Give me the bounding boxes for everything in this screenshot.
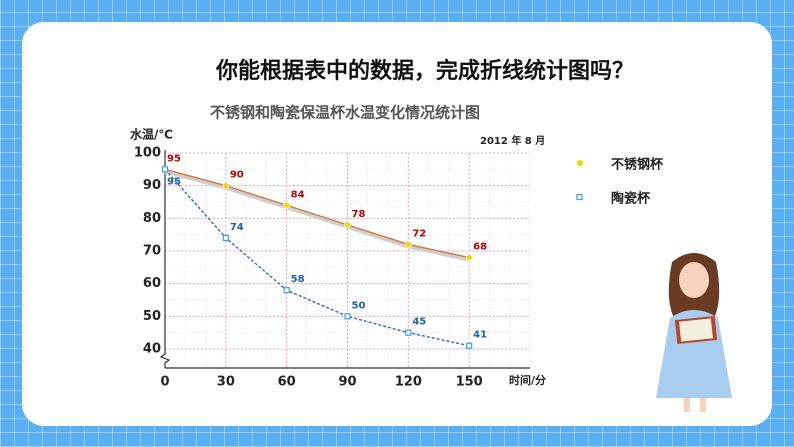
data-label: 84 — [291, 189, 305, 200]
x-tick-label: 30 — [217, 375, 235, 390]
date-note: 2012 年 8 月 — [480, 134, 545, 147]
data-label: 74 — [230, 222, 244, 233]
marker — [161, 166, 169, 173]
y-tick-label: 90 — [143, 178, 161, 193]
girl-illustration — [656, 253, 732, 412]
y-tick-label: 80 — [143, 211, 161, 226]
marker — [283, 201, 290, 209]
legend-marker — [577, 160, 583, 166]
data-label: 58 — [291, 274, 305, 285]
marker — [344, 221, 351, 229]
y-tick-label: 40 — [143, 342, 161, 357]
data-label: 68 — [473, 242, 487, 253]
data-label: 41 — [473, 330, 487, 341]
line-shadow — [164, 169, 470, 262]
x-tick-label: 60 — [278, 375, 296, 390]
y-tick-label: 60 — [143, 276, 161, 291]
heading: 你能根据表中的数据，完成折线统计图吗？ — [215, 58, 634, 84]
data-label: 50 — [352, 300, 366, 311]
y-axis — [159, 150, 171, 368]
marker — [465, 254, 473, 261]
legend-label: 陶瓷杯 — [611, 191, 651, 207]
marker — [466, 342, 473, 349]
legend-marker — [576, 193, 583, 201]
marker — [283, 287, 290, 294]
data-label: 90 — [230, 170, 244, 181]
legend-label: 不锈钢杯 — [611, 157, 664, 173]
series-line — [164, 168, 470, 347]
y-tick-label: 70 — [143, 244, 161, 259]
data-label: 45 — [412, 317, 426, 328]
x-tick-label: 120 — [395, 375, 422, 390]
y-tick-label: 100 — [134, 146, 161, 161]
y-axis-label: 水温/℃ — [130, 127, 173, 142]
marker — [344, 313, 351, 320]
data-label: 95 — [167, 153, 181, 164]
chart-title: 不锈钢和陶瓷保温杯水温变化情况统计图 — [210, 104, 480, 122]
data-label: 95 — [167, 176, 181, 187]
x-axis-label: 时间/分 — [509, 373, 546, 387]
marker — [405, 329, 412, 336]
marker — [222, 182, 230, 189]
y-tick-label: 50 — [143, 309, 161, 324]
marker — [405, 241, 412, 248]
marker — [222, 234, 229, 242]
data-label: 78 — [352, 209, 366, 220]
x-tick-label: 90 — [338, 375, 356, 390]
data-label: 72 — [412, 228, 426, 239]
series-line — [164, 168, 470, 259]
x-tick-label: 0 — [160, 375, 169, 390]
x-tick-label: 150 — [456, 375, 483, 390]
